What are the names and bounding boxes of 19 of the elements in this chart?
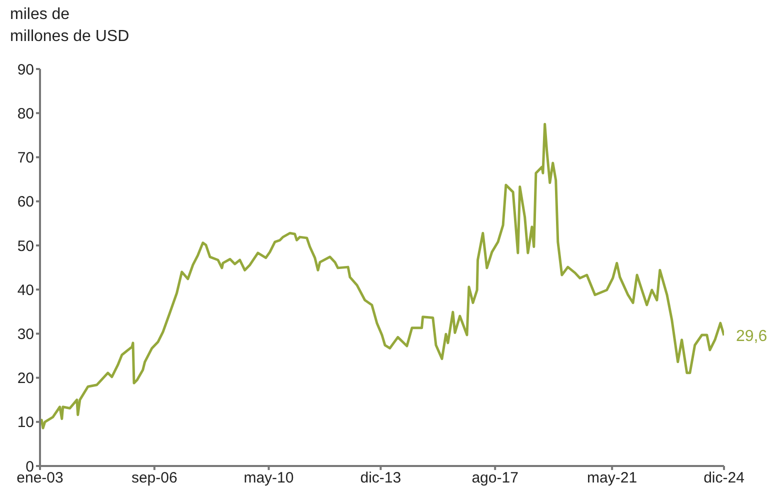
y-tick-label: 0 bbox=[26, 458, 34, 476]
x-tick-label: sep-06 bbox=[131, 470, 178, 487]
x-tick-label: may-10 bbox=[244, 470, 294, 487]
annotation: 29,6 bbox=[736, 328, 768, 346]
y-tick-label: 70 bbox=[17, 150, 34, 167]
y-tick-label: 30 bbox=[17, 326, 34, 343]
x-tick-label: dic-24 bbox=[704, 470, 744, 487]
x-tick-label: may-21 bbox=[587, 470, 638, 487]
y-tick-label: 80 bbox=[17, 105, 34, 122]
x-tick-label: ago-17 bbox=[472, 470, 518, 487]
y-tick-label: 60 bbox=[17, 194, 34, 211]
y-axis-title: miles de millones de USD bbox=[10, 5, 130, 47]
y-tick-label: 10 bbox=[17, 414, 34, 432]
y-tick-label: 20 bbox=[17, 370, 34, 388]
y-tick-label: 90 bbox=[17, 61, 34, 78]
y-tick-label: 50 bbox=[17, 238, 34, 255]
y-tick-label: 40 bbox=[17, 282, 34, 299]
x-tick-label: dic-13 bbox=[360, 470, 402, 487]
line-series bbox=[40, 122, 724, 430]
